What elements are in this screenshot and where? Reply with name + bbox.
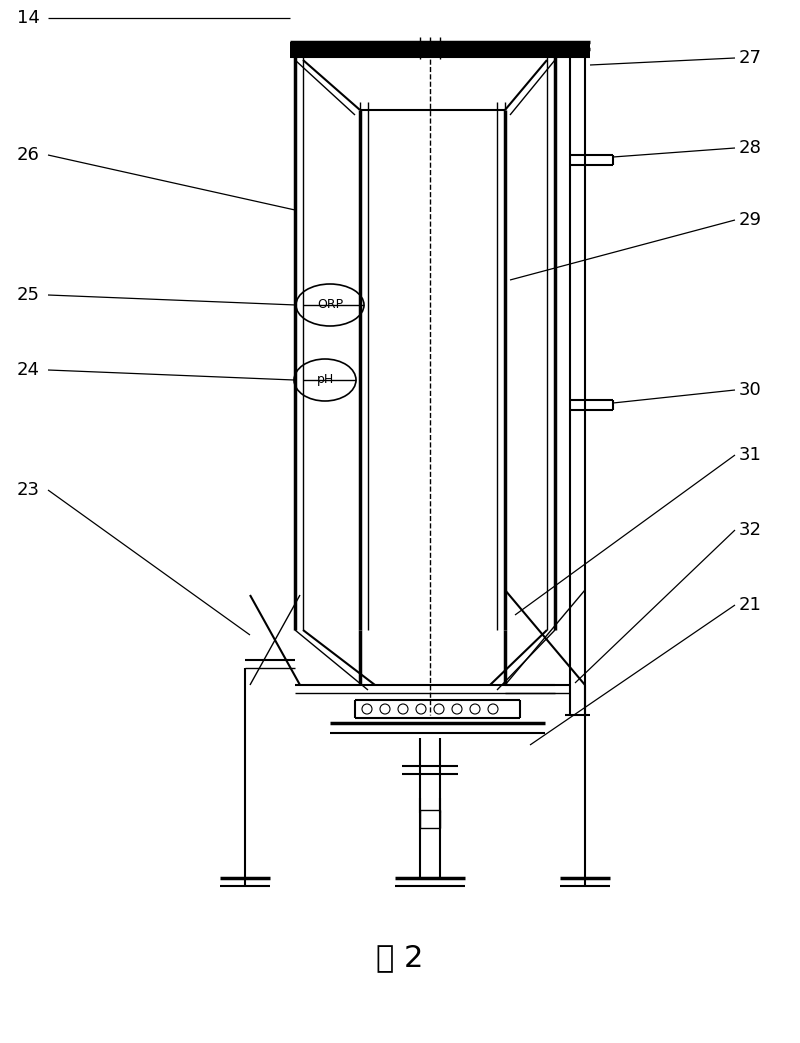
Text: pH: pH: [316, 373, 334, 387]
Text: 25: 25: [17, 286, 39, 304]
Bar: [290, 42, 590, 57]
Text: 32: 32: [738, 522, 762, 539]
Text: 23: 23: [17, 481, 39, 499]
Text: ORP: ORP: [317, 298, 343, 312]
Text: 30: 30: [738, 381, 762, 399]
Bar: [420, 810, 440, 828]
Text: 14: 14: [17, 9, 39, 27]
Text: 26: 26: [17, 146, 39, 164]
Bar: [360, 110, 505, 630]
Text: 24: 24: [17, 361, 39, 379]
Text: 21: 21: [738, 596, 762, 614]
Text: 29: 29: [738, 211, 762, 229]
Text: 27: 27: [738, 49, 762, 67]
Text: 31: 31: [738, 446, 762, 464]
Text: 28: 28: [738, 139, 762, 157]
Text: 图 2: 图 2: [376, 944, 424, 972]
